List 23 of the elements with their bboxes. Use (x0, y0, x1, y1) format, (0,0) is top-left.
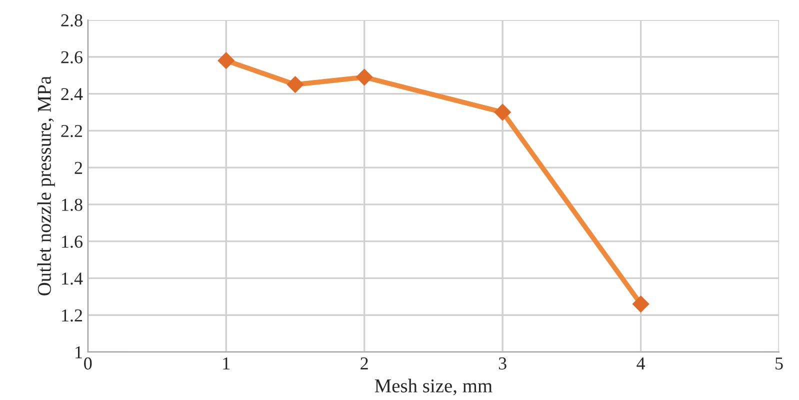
y-tick-label: 2 (74, 162, 82, 174)
x-tick-label: 5 (776, 358, 783, 370)
x-tick-label: 0 (84, 357, 92, 370)
x-tick-label: 4 (636, 358, 646, 370)
y-tick-label: 2.6 (61, 51, 82, 64)
point (494, 104, 511, 121)
x-tick-label: 2 (360, 357, 368, 370)
point (356, 68, 373, 86)
point (286, 76, 304, 93)
y-axis-title: Outlet nozzle pressure, MPa (37, 76, 55, 296)
y-tick-label: 1.2 (62, 309, 82, 322)
point (218, 52, 234, 69)
point (632, 296, 650, 312)
y-tick-label: 2.2 (61, 124, 82, 138)
x-tick-label: 1 (223, 357, 230, 370)
x-axis-title: Mesh size, mm (374, 378, 492, 396)
y-tick-label: 2.4 (61, 88, 83, 100)
y-tick-label: 2.8 (61, 14, 82, 27)
y-tick-label: 1.6 (62, 236, 82, 248)
y-tick-label: 1 (76, 346, 82, 358)
y-tick-label: 1.4 (62, 272, 83, 285)
y-tick-label: 1.8 (62, 198, 82, 211)
x-tick-label: 3 (498, 357, 506, 370)
